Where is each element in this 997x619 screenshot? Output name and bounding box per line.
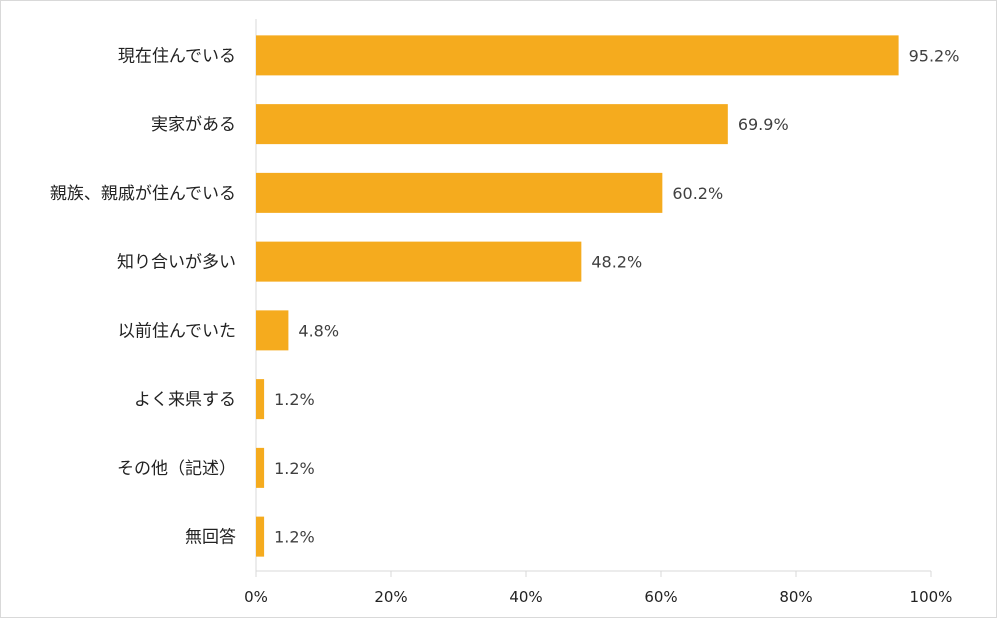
data-label: 1.2% xyxy=(274,528,315,547)
category-label: 現在住んでいる xyxy=(118,46,236,66)
bar xyxy=(256,104,728,145)
data-label: 1.2% xyxy=(274,459,315,478)
data-label: 69.9% xyxy=(738,115,789,134)
x-tick-label: 60% xyxy=(644,588,677,606)
x-tick-label: 20% xyxy=(374,588,407,606)
category-label: 実家がある xyxy=(151,115,236,135)
bar xyxy=(256,241,582,282)
bar xyxy=(256,516,265,557)
data-label: 95.2% xyxy=(909,46,960,65)
x-tick-label: 40% xyxy=(509,588,542,606)
category-label: 無回答 xyxy=(185,528,236,548)
data-label: 4.8% xyxy=(298,321,339,340)
category-label: その他（記述） xyxy=(117,459,236,479)
bar xyxy=(256,379,265,420)
category-label: 知り合いが多い xyxy=(117,253,236,273)
bar xyxy=(256,172,663,213)
category-label: 親族、親戚が住んでいる xyxy=(50,184,236,204)
category-label: 以前住んでいた xyxy=(118,321,236,341)
data-label: 60.2% xyxy=(672,184,723,203)
bar xyxy=(256,447,265,488)
bar xyxy=(256,310,289,351)
category-label: よく来県する xyxy=(134,390,236,410)
bar xyxy=(256,35,899,76)
data-label: 1.2% xyxy=(274,390,315,409)
data-label: 48.2% xyxy=(591,253,642,272)
x-tick-label: 0% xyxy=(244,588,268,606)
x-tick-label: 80% xyxy=(779,588,812,606)
x-tick-label: 100% xyxy=(910,588,953,606)
